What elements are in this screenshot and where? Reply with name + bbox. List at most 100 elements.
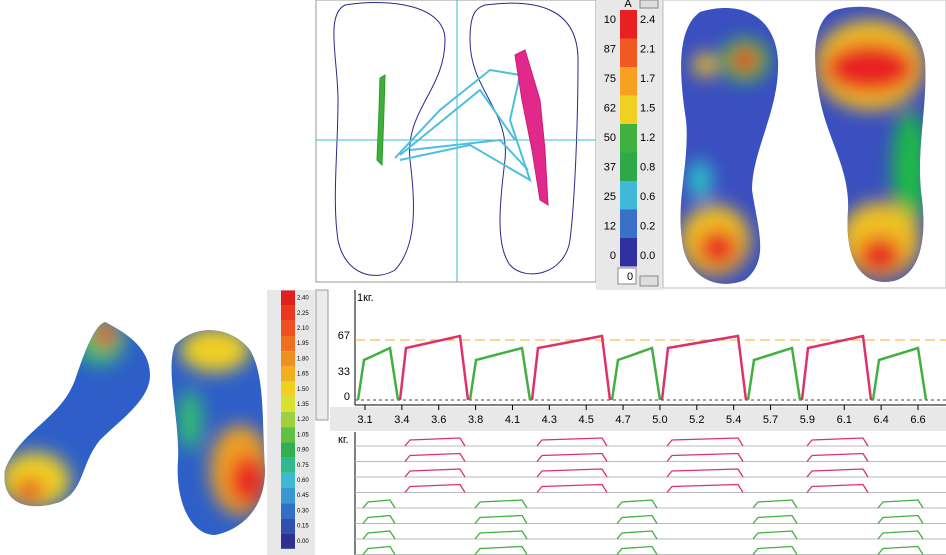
- scale-cell: [620, 209, 637, 238]
- channel-segment: [536, 452, 608, 462]
- scale-left-label: 0: [610, 250, 616, 262]
- mini-scale-cell: [281, 488, 295, 504]
- channel-segment: [404, 483, 466, 493]
- y-tick-label: 33: [338, 366, 350, 378]
- channel-segment: [616, 545, 658, 555]
- pressure-scale: A 0 10 87 75 62 50 37 25 12 0 2.4 2.1 1.7 1.5 1.2 0.8 0…: [596, 0, 663, 290]
- mini-scale-cell: [281, 442, 295, 458]
- force-curve: [871, 346, 928, 401]
- scrollbar[interactable]: [315, 289, 329, 421]
- force-curve: [468, 346, 532, 401]
- scale-right-label: 2.1: [640, 43, 655, 55]
- channel-segment: [752, 545, 798, 555]
- x-tick-label: 4.5: [579, 414, 594, 426]
- scale-left-label: 10: [604, 14, 616, 26]
- channel-unit: кг.: [338, 434, 349, 446]
- mini-scale-cell: [281, 396, 295, 412]
- mini-scale-cell: [281, 290, 295, 306]
- x-tick-label: 5.4: [726, 414, 741, 426]
- x-tick-label: 5.7: [763, 414, 778, 426]
- scale-bottom-box: [617, 267, 637, 285]
- force-graph: кг. 1кг. 67 33 0 3.1 3.4 3.6 3.8 4.1 4.3 4.5 4.7 5.0…: [315, 289, 946, 555]
- channel-segment: [877, 499, 924, 509]
- channel-segment: [806, 452, 869, 462]
- channel-segment: [362, 545, 396, 555]
- scale-left-label: 87: [604, 43, 616, 55]
- channel-segment: [362, 499, 396, 509]
- scale-right-label: 1.2: [640, 132, 655, 144]
- channel-segment: [666, 437, 744, 447]
- mini-scale-cell: [281, 427, 295, 443]
- mini-scale-cell: [281, 305, 295, 321]
- force-curve: [530, 334, 612, 401]
- channel-segment: [404, 452, 466, 462]
- mini-scale-label: 0.15: [297, 524, 309, 530]
- channel-segment: [474, 545, 528, 555]
- scale-cell: [620, 38, 637, 67]
- channel-segment: [404, 468, 466, 478]
- channel-segment: [616, 514, 658, 524]
- channel-segment: [877, 545, 924, 555]
- scroll-button[interactable]: [639, 0, 659, 9]
- scale-left-label: 62: [604, 102, 616, 114]
- mini-scale-label: 0.75: [297, 463, 309, 469]
- x-tick-label: 5.0: [652, 414, 667, 426]
- force-curve: [800, 334, 873, 401]
- pressure-3d-view: [4, 322, 265, 535]
- channel-segment: [666, 452, 744, 462]
- mini-scale-cell: [281, 320, 295, 336]
- scale-left-label: 12: [604, 220, 616, 232]
- mini-scale-cell: [281, 472, 295, 488]
- mini-scale-label: 0.00: [297, 539, 309, 545]
- channel-segment: [666, 483, 744, 493]
- mini-scale-label: 0.30: [297, 508, 309, 514]
- trajectory-panel: [315, 0, 597, 283]
- channel-segment: [536, 437, 608, 447]
- channel-segment: [536, 483, 608, 493]
- scale-cell: [620, 124, 637, 153]
- scale-cell: [620, 10, 637, 39]
- mini-scale-cell: [281, 366, 295, 382]
- mini-scale-label: 0.60: [297, 478, 309, 484]
- scale-right-label: 2.4: [640, 14, 655, 26]
- force-curve: [356, 346, 400, 401]
- mini-scale-cell: [281, 457, 295, 473]
- force-unit: 1кг.: [357, 292, 374, 304]
- x-tick-label: 5.9: [800, 414, 815, 426]
- channel-segment: [806, 483, 869, 493]
- x-tick-label: 5.2: [689, 414, 704, 426]
- scale-right-label: 0.2: [640, 220, 655, 232]
- x-tick-label: 6.6: [910, 414, 925, 426]
- channel-segment: [666, 468, 744, 478]
- scale-cell: [620, 95, 637, 124]
- mini-scale: 2.40 2.25 2.10 1.95 1.80 1.65 1.50 1.35 1.20 1.05…: [267, 290, 315, 555]
- scale-cell: [620, 152, 637, 181]
- scale-right-label: 0.8: [640, 161, 655, 173]
- channel-segment: [536, 468, 608, 478]
- mini-scale-cell: [281, 381, 295, 397]
- channel-segment: [362, 514, 396, 524]
- scale-bottom: 0: [627, 271, 633, 283]
- force-curve: [746, 346, 802, 401]
- channel-segment: [877, 530, 924, 540]
- mini-scale-label: 2.25: [297, 311, 309, 317]
- y-tick-label: 67: [338, 330, 350, 342]
- x-tick-label: 3.1: [357, 414, 372, 426]
- mini-scale-cell: [281, 351, 295, 367]
- scroll-button[interactable]: [639, 275, 659, 287]
- channel-segment: [752, 514, 798, 524]
- scale-left-label: 37: [604, 161, 616, 173]
- channel-segment: [474, 499, 528, 509]
- x-tick-label: 4.7: [615, 414, 630, 426]
- y-tick-label: 0: [344, 391, 350, 403]
- x-tick-label: 4.1: [505, 414, 520, 426]
- mini-scale-cell: [281, 503, 295, 519]
- channel-segment: [806, 468, 869, 478]
- channel-segment: [806, 437, 869, 447]
- channel-segment: [616, 530, 658, 540]
- scale-left-label: 25: [604, 191, 616, 203]
- mini-scale-label: 1.20: [297, 417, 309, 423]
- mini-scale-label: 2.10: [297, 326, 309, 332]
- x-tick-label: 3.6: [431, 414, 446, 426]
